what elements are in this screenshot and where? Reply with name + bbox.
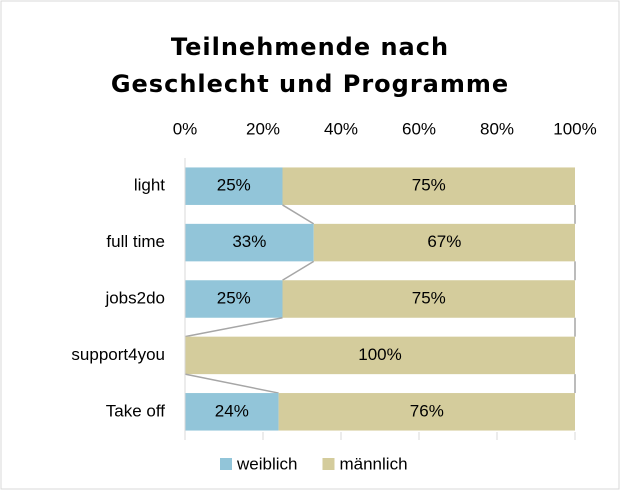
bar xyxy=(185,167,283,205)
x-tick-label: 0% xyxy=(173,119,198,138)
bar xyxy=(185,393,279,431)
y-tick-label: jobs2do xyxy=(104,288,165,307)
bar xyxy=(185,336,575,375)
data-label: 24% xyxy=(215,401,249,420)
x-tick-label: 100% xyxy=(553,119,596,138)
x-tick-label: 80% xyxy=(480,119,514,138)
series-line xyxy=(282,260,315,281)
chart-title: Geschlecht und Programme xyxy=(111,70,509,98)
data-label: 75% xyxy=(412,176,446,195)
y-tick-label: light xyxy=(134,176,165,195)
bar xyxy=(282,167,575,205)
bar xyxy=(313,223,575,262)
x-tick-label: 40% xyxy=(324,119,358,138)
data-label: 25% xyxy=(217,176,251,195)
chart-title: Teilnehmende nach xyxy=(171,33,449,61)
legend-label: männlich xyxy=(339,454,407,473)
bar xyxy=(185,280,283,318)
data-label: 67% xyxy=(427,232,461,251)
data-label: 25% xyxy=(217,288,251,307)
bar xyxy=(185,223,314,262)
legend-swatch xyxy=(322,458,335,470)
data-label: 75% xyxy=(412,288,446,307)
y-tick-label: Take off xyxy=(106,401,166,420)
x-tick-label: 20% xyxy=(246,119,280,138)
y-tick-label: support4you xyxy=(71,345,165,364)
bar xyxy=(282,280,575,318)
data-label: 76% xyxy=(410,401,444,420)
y-tick-label: full time xyxy=(106,232,165,251)
legend-swatch xyxy=(220,458,232,470)
series-line xyxy=(282,204,315,225)
x-tick-label: 60% xyxy=(402,119,436,138)
bar xyxy=(278,393,575,431)
legend-label: weiblich xyxy=(236,454,297,473)
series-line xyxy=(184,317,283,338)
data-label: 100% xyxy=(358,345,401,364)
series-line xyxy=(184,373,279,394)
data-label: 33% xyxy=(232,232,266,251)
